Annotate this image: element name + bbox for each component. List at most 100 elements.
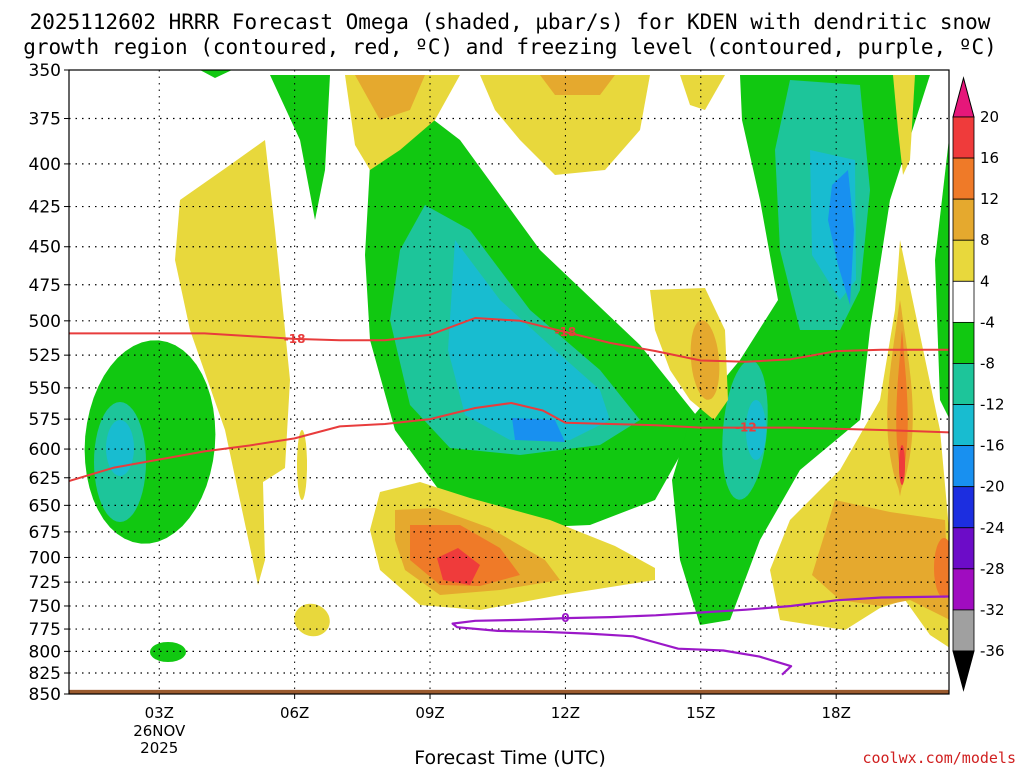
colorbar-band	[952, 280, 975, 323]
colorbar-label: 20	[980, 108, 999, 126]
omega-area-ascent-intense	[512, 418, 565, 442]
dgz-contour-minus18	[69, 317, 949, 363]
x-tick-label: 18Z	[821, 704, 850, 722]
gridlines	[69, 70, 949, 694]
omega-area-subsidence-weak	[680, 75, 725, 110]
ground-surface	[69, 689, 949, 694]
colorbar-label: -4	[980, 313, 995, 331]
x-tick-label: 09Z	[415, 704, 444, 722]
colorbar-band	[952, 239, 975, 282]
omega-area-ascent-strong	[746, 400, 766, 460]
y-tick-label: 425	[29, 198, 61, 218]
contour-label: 0	[561, 611, 569, 625]
y-tick-label: 825	[29, 664, 61, 684]
omega-area-subsidence-mod	[355, 75, 425, 120]
x-tick-label: 15Z	[686, 704, 715, 722]
colorbar-label: -20	[980, 478, 1005, 496]
omega-colorbar: 20 16 12 8 4 -4 -8 -12 -16 -20 -24 -28 -32 -36	[952, 76, 1005, 692]
colorbar-label: -36	[980, 642, 1005, 660]
colorbar-label: -28	[980, 560, 1005, 578]
y-tick-label: 775	[29, 620, 61, 640]
colorbar-label: 16	[980, 149, 999, 167]
colorbar-band	[952, 198, 975, 241]
dgz-contour-minus12	[69, 402, 949, 483]
omega-area-subsidence-weak	[294, 603, 330, 637]
source-credit: coolwx.com/models	[862, 749, 1016, 767]
colorbar-band	[952, 363, 975, 405]
x-tick-label: 03Z	[145, 704, 174, 722]
colorbar-label: 4	[980, 272, 990, 290]
contour-label: -18	[284, 332, 306, 346]
x-axis-title: Forecast Time (UTC)	[414, 747, 605, 768]
omega-area-subsidence-weak	[893, 75, 915, 175]
omega-area-ascent-weak	[270, 75, 330, 220]
omega-area-ascent-strong	[448, 240, 610, 440]
omega-area-ascent-weak	[150, 642, 186, 662]
pressure-axis: 350 375 400 425 450 475 500 525 550 575 600 625 650 6…	[29, 61, 69, 705]
omega-area-subsidence-mod	[812, 500, 949, 620]
y-tick-label: 575	[29, 410, 61, 430]
omega-area-ascent-strong	[106, 420, 134, 476]
omega-area-subsidence-strong	[896, 330, 908, 500]
colorbar-top-arrow	[952, 76, 975, 118]
colorbar-band	[952, 404, 975, 447]
omega-area-subsidence-intense	[437, 548, 480, 585]
colorbar-band	[952, 568, 975, 611]
omega-area-ascent-mod	[722, 360, 768, 500]
colorbar-band	[952, 445, 975, 488]
omega-area-subsidence-strong	[934, 538, 949, 598]
y-tick-label: 550	[29, 379, 61, 399]
chart-title-line1: 2025112602 HRRR Forecast Omega (shaded, …	[30, 10, 991, 34]
colorbar-label: -16	[980, 437, 1005, 455]
y-tick-label: 400	[29, 155, 61, 175]
y-tick-label: 800	[29, 642, 61, 662]
y-tick-label: 600	[29, 440, 61, 460]
omega-area-ascent-weak	[935, 138, 949, 418]
contour-lines: -18 -18 -12 0	[69, 317, 949, 676]
plot-frame	[68, 69, 950, 695]
contour-label: -12	[735, 421, 757, 435]
omega-area-subsidence-weak	[297, 430, 307, 500]
omega-area-subsidence-weak	[480, 75, 650, 175]
y-tick-label: 650	[29, 496, 61, 516]
y-tick-label: 350	[29, 61, 61, 81]
colorbar-band	[952, 609, 975, 652]
x-tick-label: 06Z	[280, 704, 309, 722]
y-tick-label: 475	[29, 276, 61, 296]
omega-area-ascent-intense	[828, 170, 854, 305]
omega-area-subsidence-mod	[540, 75, 615, 95]
y-tick-label: 725	[29, 573, 61, 593]
y-tick-label: 750	[29, 597, 61, 617]
colorbar-band	[952, 116, 975, 159]
colorbar-label: -24	[980, 519, 1005, 537]
y-tick-label: 850	[29, 685, 61, 705]
colorbar-label: -32	[980, 601, 1005, 619]
colorbar-band	[952, 486, 975, 529]
y-tick-label: 525	[29, 346, 61, 366]
plot-area: -18 -18 -12 0	[68, 69, 950, 695]
colorbar-band	[952, 321, 975, 364]
colorbar-bottom-arrow	[952, 650, 975, 692]
omega-area-subsidence-intense	[899, 445, 905, 485]
omega-area-ascent-weak	[200, 70, 232, 78]
colorbar-band	[952, 527, 975, 570]
colorbar-label: 12	[980, 190, 999, 208]
colorbar-label: -12	[980, 396, 1005, 414]
omega-area-subsidence-weak	[175, 140, 290, 585]
contour-label: -18	[555, 325, 577, 339]
colorbar-label: 8	[980, 231, 990, 249]
y-tick-label: 500	[29, 312, 61, 332]
y-tick-label: 625	[29, 469, 61, 489]
colorbar-band	[952, 157, 975, 200]
chart-title-line2: growth region (contoured, red, ºC) and f…	[23, 35, 997, 59]
y-tick-label: 700	[29, 548, 61, 568]
y-tick-label: 450	[29, 238, 61, 258]
omega-shading	[84, 70, 949, 662]
x-date-label: 2025	[140, 739, 178, 757]
y-tick-label: 375	[29, 110, 61, 130]
x-date-label: 26NOV	[133, 722, 186, 740]
colorbar-label: -8	[980, 354, 995, 372]
y-tick-label: 675	[29, 523, 61, 543]
